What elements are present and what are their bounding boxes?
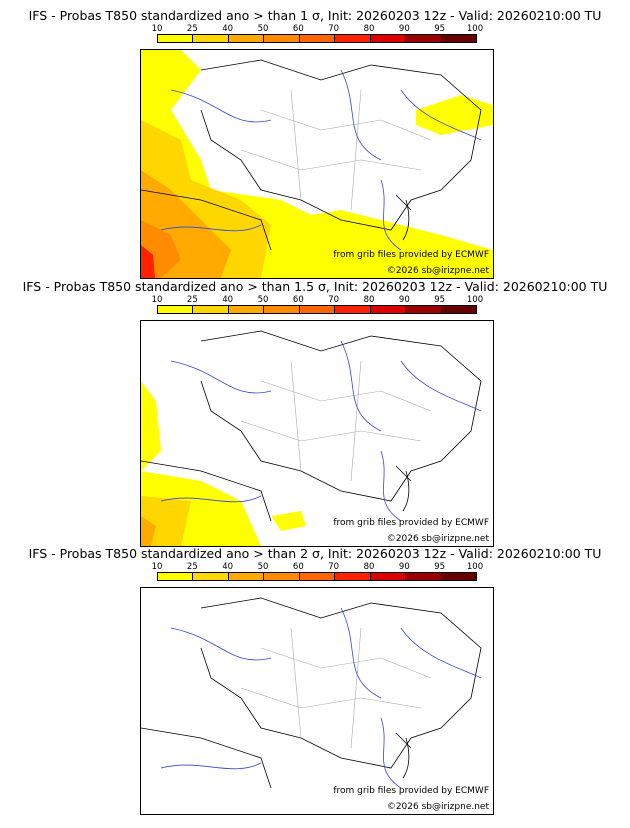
colorbar-tick-label: 10 [151,24,163,34]
colorbar-tick-label: 80 [363,295,375,305]
colorbar-segment [370,35,407,42]
probability-fill [141,50,493,278]
probability-map: from grib files provided by ECMWF ©2026 … [140,320,494,547]
colorbar [157,305,477,314]
colorbar-segment [228,306,265,313]
chart-title: IFS - Probas T850 standardized ano > tha… [28,546,602,561]
colorbar-tick-label: 60 [292,295,304,305]
map-borders [141,597,482,789]
colorbar-segment [335,35,371,42]
colorbar-segment [264,573,300,580]
colorbar-tick-label: 25 [186,24,198,34]
colorbar-tick-label: 60 [292,562,304,572]
colorbar-segment [406,573,442,580]
colorbar-tick-label: 50 [257,562,269,572]
colorbar-tick-label: 70 [328,24,340,34]
probability-map: from grib files provided by ECMWF ©2026 … [140,587,494,815]
source-credit: from grib files provided by ECMWF [333,786,489,796]
colorbar-tick-label: 100 [466,24,484,34]
colorbar-tick-label: 60 [292,24,304,34]
chart-title: IFS - Probas T850 standardized ano > tha… [28,8,602,23]
colorbar-segment [370,573,407,580]
colorbar-segment [441,573,476,580]
colorbar-tick-label: 70 [328,562,340,572]
colorbar-tick-label: 80 [363,24,375,34]
colorbar-tick-label: 25 [186,562,198,572]
copyright: ©2026 sb@irizpne.net [386,266,489,276]
colorbar-ticks: 10 25 40 50 60 70 80 90 95 100 [152,24,484,34]
colorbar-segment [335,573,371,580]
colorbar-segment [370,306,407,313]
colorbar-tick-label: 70 [328,295,340,305]
colorbar-segment [299,306,336,313]
colorbar [157,34,477,43]
colorbar-segment [193,573,229,580]
colorbar-segment [299,573,336,580]
colorbar-segment [158,306,194,313]
colorbar-tick-label: 100 [466,295,484,305]
colorbar-tick-label: 100 [466,562,484,572]
colorbar-segment [264,306,300,313]
source-credit: from grib files provided by ECMWF [333,518,489,528]
colorbar-segment [158,35,194,42]
colorbar-tick-label: 10 [151,295,163,305]
colorbar-segment [264,35,300,42]
colorbar-tick-label: 40 [222,24,234,34]
colorbar-tick-label: 25 [186,295,198,305]
colorbar-ticks: 10 25 40 50 60 70 80 90 95 100 [152,295,484,305]
colorbar-tick-label: 80 [363,562,375,572]
chart-title: IFS - Probas T850 standardized ano > tha… [22,279,608,294]
copyright: ©2026 sb@irizpne.net [386,802,489,812]
colorbar-tick-label: 40 [222,295,234,305]
colorbar-segment [228,573,265,580]
colorbar-tick-label: 50 [257,24,269,34]
probability-fill [141,381,306,546]
colorbar-tick-label: 10 [151,562,163,572]
colorbar-segment [193,306,229,313]
probability-map: from grib files provided by ECMWF ©2026 … [140,49,494,279]
colorbar-ticks: 10 25 40 50 60 70 80 90 95 100 [152,562,484,572]
map-canvas [141,597,482,789]
colorbar-segment [441,35,476,42]
colorbar-segment [228,35,265,42]
colorbar-tick-label: 95 [434,562,446,572]
colorbar-segment [406,306,442,313]
source-credit: from grib files provided by ECMWF [333,250,489,260]
colorbar-tick-label: 95 [434,24,446,34]
colorbar-segment [441,306,476,313]
colorbar-segment [335,306,371,313]
colorbar [157,572,477,581]
colorbar-tick-label: 90 [398,24,410,34]
colorbar-segment [193,35,229,42]
map-canvas [141,50,493,278]
colorbar-tick-label: 90 [398,562,410,572]
map-canvas [141,330,482,546]
colorbar-segment [158,573,194,580]
map-borders [141,330,482,522]
copyright: ©2026 sb@irizpne.net [386,534,489,544]
colorbar-segment [299,35,336,42]
colorbar-tick-label: 90 [398,295,410,305]
colorbar-segment [406,35,442,42]
map-borders [141,59,482,251]
colorbar-tick-label: 50 [257,295,269,305]
colorbar-tick-label: 95 [434,295,446,305]
colorbar-tick-label: 40 [222,562,234,572]
